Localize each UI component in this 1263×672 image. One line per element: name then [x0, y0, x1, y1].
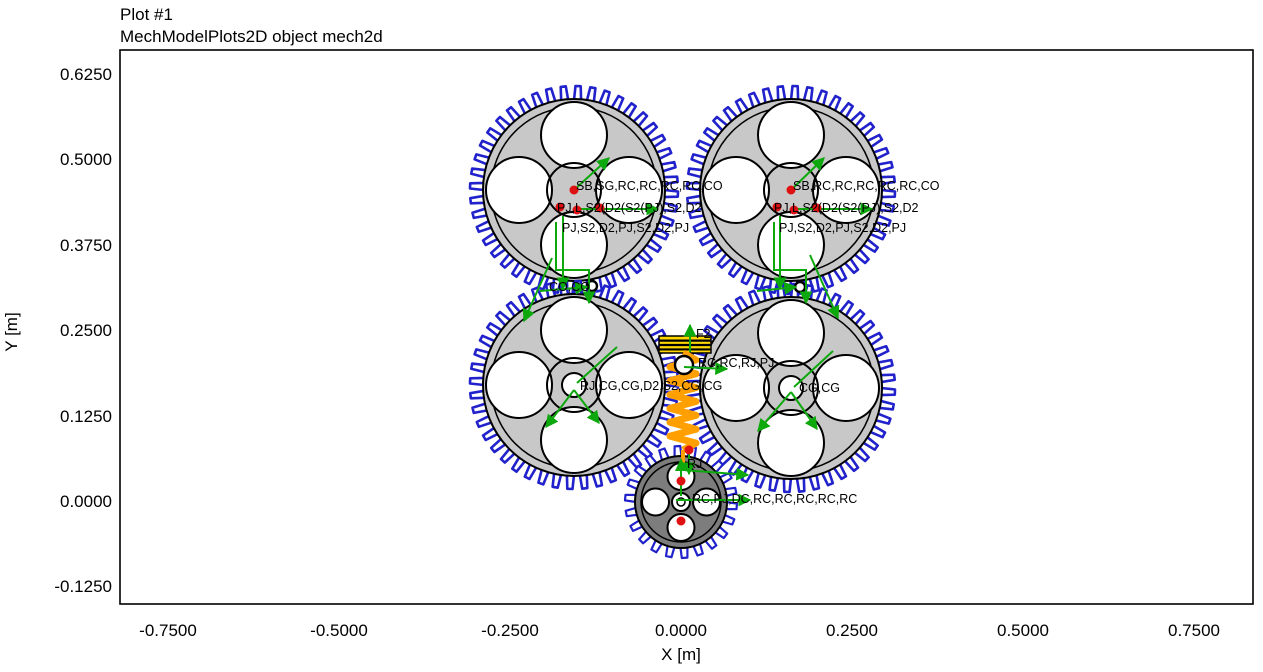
y-tick-label: 0.0000 — [60, 492, 112, 511]
gear-hole — [595, 351, 663, 419]
gear-hole — [485, 351, 553, 419]
x-tick-label: -0.2500 — [481, 621, 539, 640]
marker-dot — [595, 203, 605, 213]
annotation-label: SB,RC,RC,RC,RC,RC,CO — [793, 179, 940, 193]
marker-arrow — [790, 391, 818, 431]
gear-hole — [641, 487, 670, 517]
gear-hub — [546, 162, 602, 218]
gear-hole — [595, 156, 663, 224]
annotation-label: PJ,L,S2(D2(S2(PJ),S2,D2 — [557, 201, 702, 215]
gear-hole — [666, 513, 696, 542]
marker-arrow — [809, 254, 840, 320]
gear-hole — [757, 299, 825, 367]
annotation-label: PJ,S2,D2,PJ,S2,D2,PJ — [779, 221, 906, 235]
marker-arrow — [573, 157, 610, 191]
marker-arrow — [756, 281, 798, 295]
gear-hole — [485, 156, 553, 224]
marker-arrow — [576, 346, 618, 384]
marker-dot — [569, 185, 579, 195]
gear-hole — [702, 156, 770, 224]
gear-mid-right — [685, 282, 897, 494]
marker-arrow — [682, 467, 750, 481]
marker-dot — [676, 516, 686, 526]
marker-dot — [812, 203, 822, 213]
gear-hole — [540, 406, 608, 474]
marker-arrow — [522, 257, 553, 323]
marker-dot — [555, 202, 565, 212]
marker-dot — [789, 205, 799, 215]
pin-joint — [793, 280, 807, 294]
marker-dot — [772, 202, 782, 212]
marker-dot — [676, 476, 686, 486]
marker-dot — [572, 205, 582, 215]
x-tick-label: 0.2500 — [826, 621, 878, 640]
annotation-label: CO,CO — [549, 280, 590, 294]
plot-title: Plot #1 — [120, 5, 173, 24]
annotation-label: RJ,CG,CG,D2,S2,CG,CG — [580, 379, 722, 393]
annotation-label: RC,PJ,DC,RC,RC,RC,RC,RC — [692, 492, 857, 506]
marker-arrow — [793, 350, 834, 388]
marker-arrow — [790, 157, 825, 191]
x-tick-label: 0.5000 — [997, 621, 1049, 640]
marker-arrow — [573, 389, 600, 425]
gear-hole — [692, 487, 721, 517]
marker-arrow — [773, 222, 813, 305]
y-tick-label: 0.2500 — [60, 321, 112, 341]
gear-hole — [812, 354, 880, 422]
y-tick-label: 0.6250 — [60, 65, 112, 84]
plot-subtitle: MechModelPlots2D object mech2d — [120, 27, 383, 46]
marker-arrow — [757, 391, 792, 432]
gear-pinion — [623, 444, 739, 560]
y-tick-label: 0.3750 — [60, 235, 112, 255]
marker-dot — [684, 445, 694, 455]
gear-hole — [757, 101, 825, 169]
annotation-label: PJ,L,S2(D2(S2(PJ),S2,D2 — [774, 201, 919, 215]
x-tick-label: -0.5000 — [310, 621, 368, 640]
gear-hub — [763, 162, 819, 218]
marker-arrow — [545, 389, 575, 429]
gear-hub-inner — [676, 497, 686, 507]
marker-arrow — [539, 281, 589, 295]
y-tick-label: 0.5000 — [60, 150, 112, 170]
gear-hub-inner — [778, 375, 804, 401]
marker-arrow — [683, 361, 729, 375]
annotation-label: CG,CG — [799, 381, 840, 395]
pin-joint — [673, 354, 695, 376]
annotation-label: SB,SG,RC,RC,RC,RC,CO — [576, 179, 723, 193]
x-tick-label: 0.0000 — [655, 621, 707, 640]
gear-hole — [540, 101, 608, 169]
gear-hole — [540, 296, 608, 364]
annotation-label: RC,RC,RJ,PJ — [698, 356, 774, 370]
x-axis-label: X [m] — [661, 645, 701, 664]
x-tick-label: -0.7500 — [139, 621, 197, 640]
x-tick-label: 0.7500 — [1168, 621, 1220, 640]
annotation-label: RJ — [687, 457, 702, 471]
annotation-label: F2 — [696, 327, 711, 341]
gear-hub — [546, 357, 602, 413]
annotation-label: PJ,S2,D2,PJ,S2,D2,PJ — [562, 221, 689, 235]
gear-mid-left — [468, 279, 680, 491]
y-tick-label: 0.1250 — [60, 406, 112, 426]
marker-arrowhead-large — [675, 458, 687, 471]
marker-arrow — [555, 222, 596, 305]
gear-hub — [763, 360, 819, 416]
y-tick-label: -0.1250 — [54, 577, 112, 597]
marker-dot — [786, 185, 796, 195]
